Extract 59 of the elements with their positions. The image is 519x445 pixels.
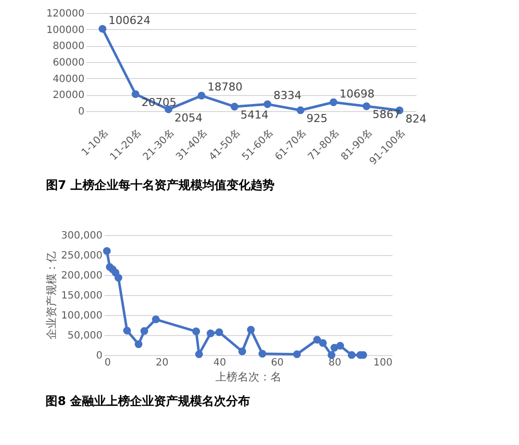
text: 图7 上榜企业每十名资产规模均值变化趋势 [46,178,274,192]
data-label: 5414 [240,108,268,122]
y-tick-label: 60000 [52,58,84,68]
x-tick-label: 20 [156,358,168,368]
point [192,328,200,336]
x-tick-label: 60 [270,358,284,368]
y-tick-label: 250,000 [61,250,102,262]
point [230,102,238,110]
y-tick-label: 100,000 [61,310,102,322]
y-tick-label: 80000 [52,41,84,52]
data-label: 5867 [372,108,400,122]
point [313,336,321,344]
point [198,92,206,100]
y-tick-label: 20000 [52,90,84,102]
point [152,316,160,324]
y-tick-label: 120000 [46,8,84,20]
data-label: 824 [406,112,426,126]
point [195,350,203,358]
point [319,339,327,347]
y-tick-label: 150,000 [61,290,102,302]
point [103,247,111,255]
point [247,326,255,334]
point [296,106,304,114]
x-tick-label: 0 [104,358,111,368]
point [132,90,140,98]
point [348,351,356,359]
point [215,328,224,336]
text: 图8 金融业上榜企业资产规模名次分布 [46,394,250,408]
x-tick-label: 40 [213,358,226,368]
point [114,274,122,282]
point [330,98,338,106]
point [98,24,106,33]
data-label: 10698 [340,87,374,100]
y-tick-label: 50,000 [68,330,102,342]
point [264,100,272,108]
y-tick-label: 300,000 [61,230,102,242]
point [336,342,344,350]
y-tick-label: 0 [78,106,84,118]
point [258,350,266,358]
point [362,102,370,110]
point [206,330,214,338]
x-axis-title: 上榜名次：名 [216,370,282,384]
y-tick-label: 200,000 [61,270,102,282]
y-axis-title: 企业资产规模：亿 [45,252,58,340]
point [140,327,148,335]
data-label: 2054 [174,111,202,124]
y-tick-label: 0 [96,350,102,362]
point [293,350,301,358]
x-tick-label: 100 [373,358,392,368]
y-tick-label: 40000 [52,74,84,85]
data-label: 100624 [108,14,150,27]
x-tick-label: 80 [328,358,342,368]
point [134,340,142,348]
y-tick-label: 100000 [46,24,84,36]
point [123,326,131,334]
point [238,348,246,356]
data-label: 18780 [208,80,242,94]
data-label: 8334 [274,89,302,102]
data-label: 925 [306,112,328,126]
